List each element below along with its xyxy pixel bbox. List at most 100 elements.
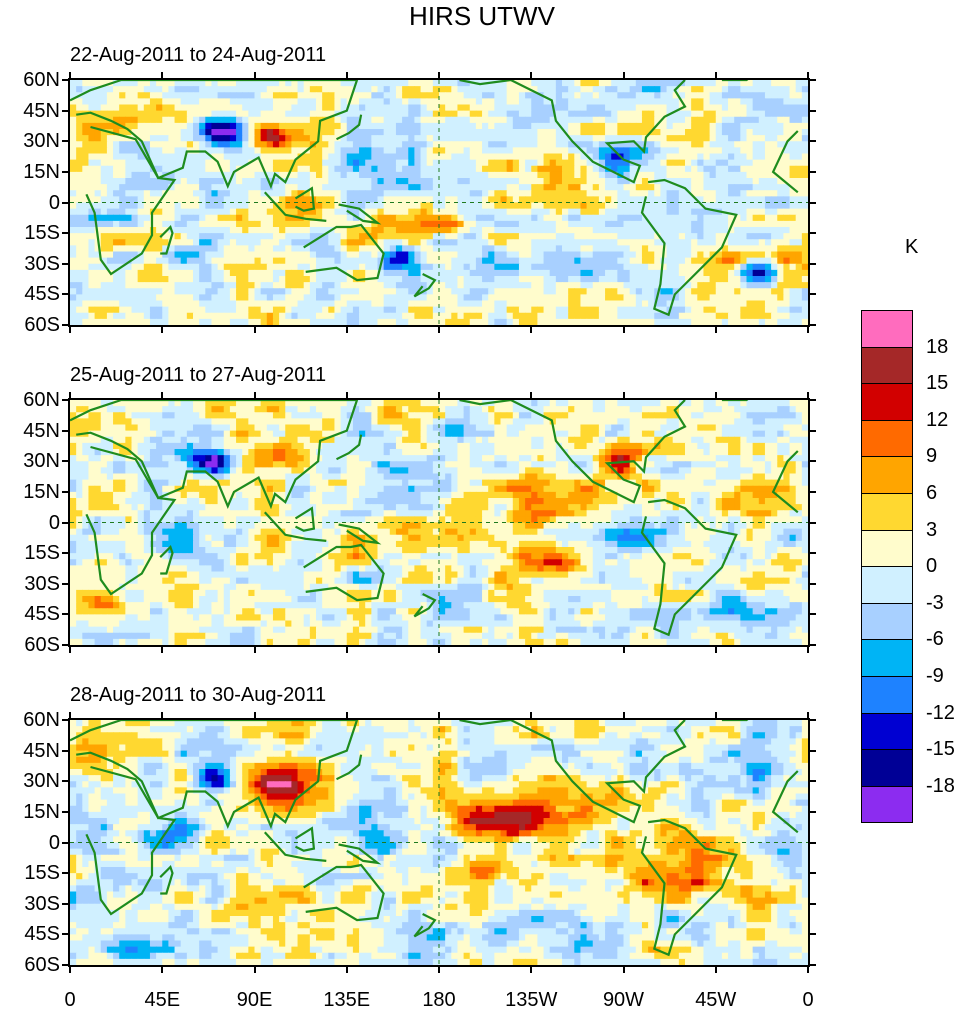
heatmap-cell — [297, 202, 305, 210]
heatmap-cell — [408, 318, 415, 325]
heatmap-cell — [352, 300, 360, 308]
heatmap-cell — [721, 251, 729, 259]
heatmap-cell — [469, 263, 477, 271]
heatmap-cell — [494, 178, 502, 185]
heatmap-cell — [217, 220, 225, 228]
heatmap-cell — [728, 190, 735, 197]
heatmap-cell — [494, 159, 502, 167]
heatmap-cell — [660, 227, 668, 234]
heatmap-cell — [82, 190, 90, 197]
heatmap-cell — [131, 165, 139, 173]
heatmap-cell — [94, 196, 102, 204]
heatmap-cell — [506, 288, 514, 295]
heatmap-cell — [359, 135, 366, 142]
heatmap-cell — [771, 196, 778, 204]
heatmap-cell — [752, 178, 760, 185]
heatmap-cell — [691, 300, 698, 308]
heatmap-cell — [691, 196, 698, 204]
heatmap-cell — [728, 86, 735, 93]
heatmap-cell — [777, 147, 784, 155]
heatmap-cell — [623, 129, 631, 136]
heatmap-cell — [113, 214, 120, 222]
heatmap-cell — [359, 147, 366, 155]
heatmap-cell — [174, 129, 182, 136]
heatmap-cell — [543, 220, 551, 228]
heatmap-cell — [789, 306, 797, 314]
heatmap-cell — [70, 129, 77, 136]
heatmap-cell — [420, 276, 428, 283]
heatmap-cell — [193, 86, 200, 93]
heatmap-cell — [205, 294, 213, 302]
heatmap-cell — [303, 245, 311, 253]
heatmap-cell — [795, 233, 803, 240]
heatmap-cell — [242, 184, 249, 191]
heatmap-cell — [697, 196, 705, 204]
heatmap-cell — [137, 178, 145, 185]
heatmap-cell — [654, 147, 661, 155]
heatmap-cell — [346, 86, 354, 93]
heatmap-cell — [186, 288, 194, 295]
heatmap-cell — [697, 227, 705, 234]
heatmap-cell — [365, 110, 372, 118]
heatmap-cell — [291, 135, 299, 142]
heatmap-cell — [740, 269, 748, 277]
heatmap-cell — [562, 202, 569, 210]
heatmap-cell — [131, 294, 139, 302]
heatmap-cell — [629, 147, 637, 155]
heatmap-cell — [494, 306, 502, 314]
heatmap-cell — [685, 122, 692, 130]
heatmap-cell — [789, 227, 797, 234]
heatmap-cell — [721, 306, 729, 314]
heatmap-cell — [623, 92, 631, 99]
heatmap-cell — [254, 227, 262, 234]
heatmap-cell — [174, 171, 182, 179]
heatmap-cell — [635, 184, 643, 191]
heatmap-cell — [156, 227, 163, 234]
heatmap-cell — [82, 233, 90, 240]
heatmap-cell — [801, 80, 808, 87]
heatmap-cell — [562, 92, 569, 99]
heatmap-cell — [266, 233, 274, 240]
heatmap-cell — [205, 141, 213, 148]
heatmap-cell — [580, 282, 588, 289]
heatmap-cell — [205, 110, 213, 118]
heatmap-cell — [506, 92, 514, 99]
heatmap-cell — [266, 306, 274, 314]
heatmap-cell — [174, 80, 182, 87]
heatmap-cell — [131, 282, 139, 289]
heatmap-cell — [137, 135, 145, 142]
heatmap-cell — [666, 276, 674, 283]
heatmap-cell — [721, 147, 729, 155]
heatmap-cell — [697, 276, 705, 283]
heatmap-cell — [518, 251, 526, 259]
heatmap-cell — [180, 400, 188, 407]
heatmap-cell — [143, 196, 151, 204]
heatmap-cell — [457, 263, 465, 271]
heatmap-cell — [525, 98, 532, 106]
heatmap-cell — [525, 153, 532, 161]
heatmap-cell — [697, 147, 705, 155]
heatmap-cell — [186, 239, 194, 246]
heatmap-cell — [316, 110, 323, 118]
heatmap-cell — [365, 116, 372, 124]
heatmap-cell — [389, 80, 397, 87]
heatmap-cell — [260, 110, 268, 118]
heatmap-cell — [592, 214, 600, 222]
heatmap-cell — [721, 220, 729, 228]
heatmap-cell — [420, 208, 428, 216]
heatmap-cell — [598, 110, 606, 118]
heatmap-cell — [205, 86, 213, 93]
heatmap-cell — [721, 104, 729, 112]
heatmap-cell — [377, 300, 385, 308]
heatmap-cell — [76, 104, 83, 112]
heatmap-cell — [217, 184, 225, 191]
heatmap-cell — [439, 400, 446, 407]
heatmap-cell — [586, 86, 594, 93]
heatmap-cell — [248, 276, 256, 283]
heatmap-cell — [623, 214, 631, 222]
heatmap-cell — [113, 318, 120, 325]
heatmap-cell — [389, 306, 397, 314]
heatmap-cell — [217, 208, 225, 216]
heatmap-cell — [119, 312, 126, 320]
heatmap-cell — [635, 214, 643, 222]
